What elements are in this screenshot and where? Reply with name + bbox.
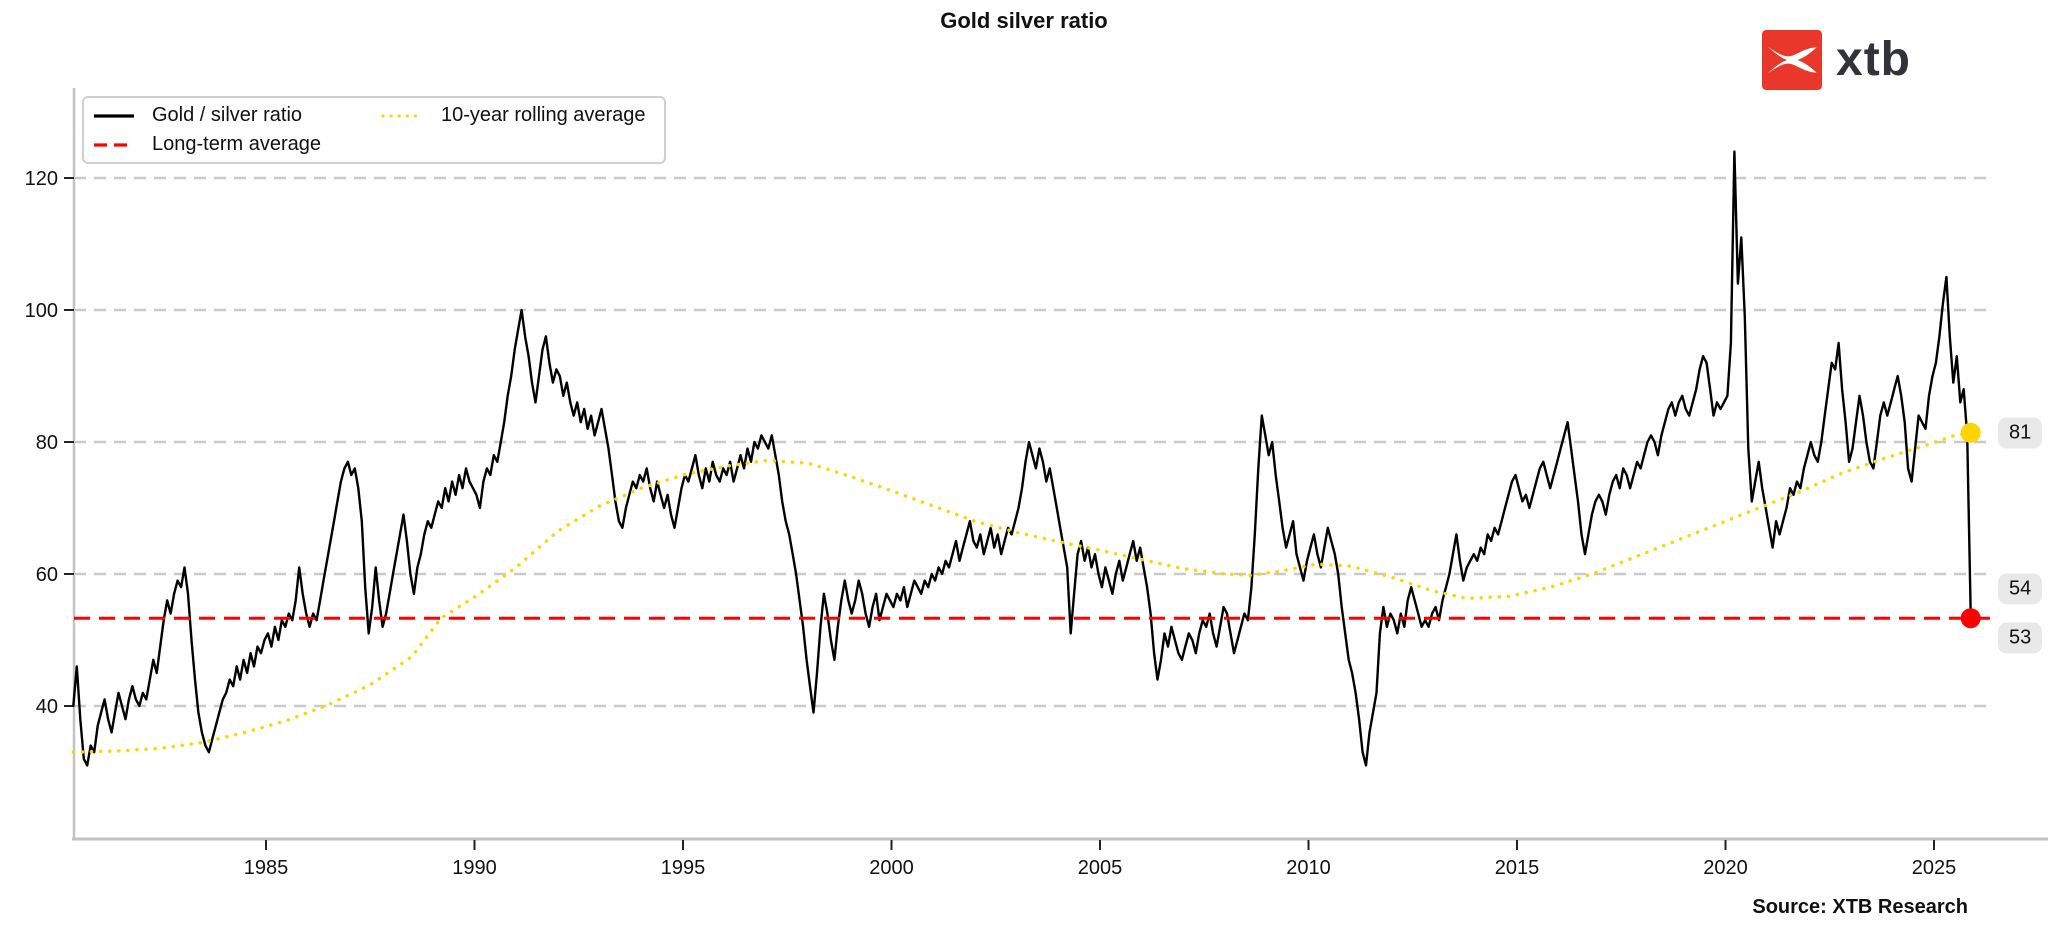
legend-item: 10-year rolling average [381, 104, 646, 127]
x-tick-label: 2005 [1078, 857, 1123, 879]
legend-item: Gold / silver ratio [92, 104, 321, 127]
x-tick-label: 2015 [1495, 857, 1540, 879]
source-credit: Source: XTB Research [1752, 896, 1968, 918]
y-tick-label: 40 [36, 696, 58, 718]
legend-item: Long-term average [92, 133, 321, 156]
end-value-badge: 54 [1998, 573, 2043, 605]
legend-label: Long-term average [152, 133, 321, 155]
x-tick-label: 2020 [1703, 857, 1748, 879]
legend-swatch-dashed [94, 142, 134, 147]
x-tick-label: 2000 [869, 857, 914, 879]
rolling-average-end-dot [1960, 422, 1981, 443]
end-value-badge: 53 [1998, 622, 2043, 654]
legend-label: 10-year rolling average [440, 104, 646, 126]
legend-swatch-solid [94, 113, 134, 118]
x-tick-label: 2025 [1912, 857, 1957, 879]
y-tick-label: 120 [25, 168, 58, 190]
legend-label: Gold / silver ratio [152, 104, 303, 126]
xtb-logo-word: xtb [1836, 33, 1911, 86]
legend-swatch-dotted [381, 113, 425, 118]
x-tick-label: 1985 [244, 857, 289, 879]
gold-silver-ratio-line [72, 150, 1972, 767]
y-tick-label: 60 [36, 564, 58, 586]
x-tick-label: 1995 [661, 857, 706, 879]
xtb-logo-mark [1762, 30, 1822, 90]
xtb-bird-icon [1762, 30, 1822, 90]
end-value-badge: 81 [1998, 417, 2043, 449]
xtb-logo: xtb [1762, 30, 1911, 90]
x-tick-label: 2010 [1286, 857, 1331, 879]
y-tick-label: 80 [36, 432, 58, 454]
chart-legend: Gold / silver ratio Long-term average 10-y… [82, 96, 666, 164]
long-term-average-end-dot [1960, 608, 1981, 629]
page-title: Gold silver ratio [940, 8, 1108, 33]
x-tick-label: 1990 [452, 857, 497, 879]
y-tick-label: 100 [25, 300, 58, 322]
